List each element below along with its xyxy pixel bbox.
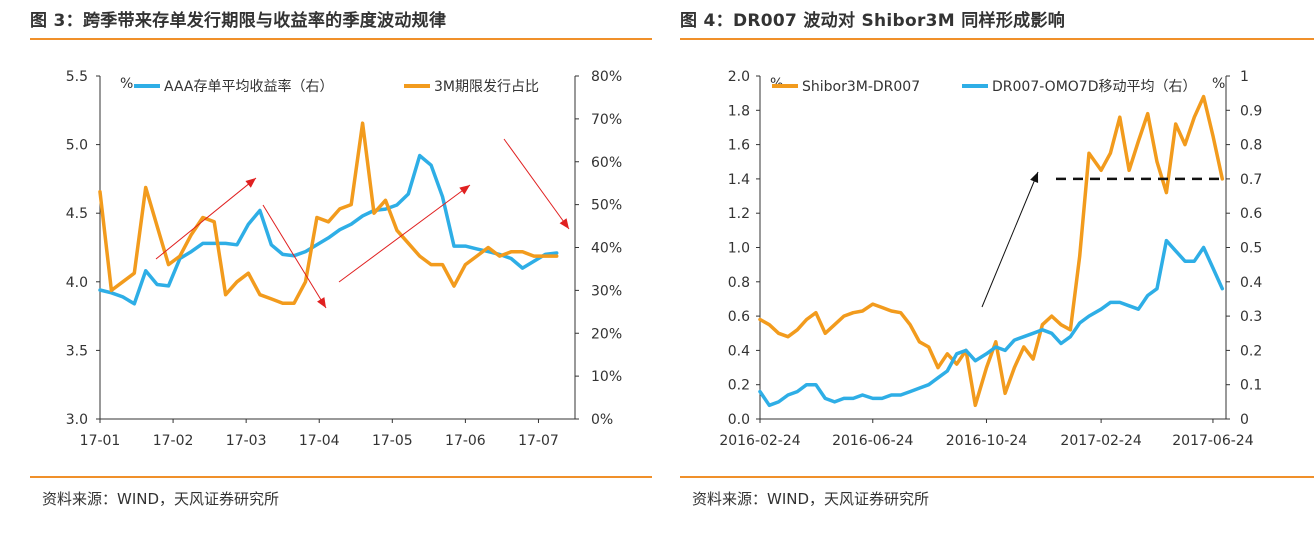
- x-tick-label: 2016-10-24: [946, 433, 1027, 449]
- left-tick-label: 4.0: [66, 275, 88, 291]
- left-tick-label: 0.6: [728, 309, 750, 325]
- annotation-arrow-black: [981, 171, 1039, 308]
- left-tick-label: 0.8: [728, 275, 750, 291]
- left-tick-label: 3.0: [66, 412, 88, 428]
- right-tick-label: 0.7: [1240, 172, 1262, 188]
- right-tick-label: 0.5: [1240, 241, 1262, 257]
- right-tick-label: 1: [1240, 69, 1249, 85]
- right-tick-label: 70%: [591, 112, 622, 128]
- annotation-arrow-3-head: [459, 185, 470, 195]
- annotation-arrow-black-head: [1030, 172, 1039, 183]
- left-tick-label: 4.5: [66, 206, 88, 222]
- left-figure-title: 图 3：跨季带来存单发行期限与收益率的季度波动规律: [30, 11, 447, 31]
- legend-label-1: Shibor3M-DR007: [802, 79, 920, 95]
- right-tick-label: 0.9: [1240, 103, 1262, 119]
- y2-unit-label: %: [1212, 76, 1225, 92]
- series-line-2: [758, 238, 1225, 408]
- left-tick-label: 0.0: [728, 412, 750, 428]
- x-tick-label: 17-07: [518, 433, 559, 449]
- x-tick-label: 2017-06-24: [1172, 433, 1253, 449]
- right-tick-label: 0.2: [1240, 343, 1262, 359]
- right-figure-panel: 图 4：DR007 波动对 Shibor3M 同样形成影响 0.0 0.2 0.4 0…: [680, 0, 1314, 538]
- annotation-arrow-1-head: [245, 178, 256, 188]
- left-tick-label: 1.0: [728, 241, 750, 257]
- x-tick-label: 17-03: [226, 433, 267, 449]
- x-tick-label: 17-06: [445, 433, 486, 449]
- right-tick-label: 30%: [591, 283, 622, 299]
- x-tick-label: 17-01: [80, 433, 121, 449]
- right-tick-label: 0.8: [1240, 138, 1262, 154]
- annotation-arrow-2: [262, 204, 327, 309]
- annotation-arrow-1: [155, 177, 257, 260]
- x-tick-label: 17-05: [372, 433, 413, 449]
- right-tick-label: 0.6: [1240, 206, 1262, 222]
- annotation-arrow-2-head: [317, 297, 326, 308]
- annotation-arrow-4: [503, 138, 570, 230]
- x-tick-label: 2016-06-24: [832, 433, 913, 449]
- y-unit-label: %: [120, 76, 133, 92]
- right-bottom-rule: [680, 476, 1314, 478]
- left-tick-label: 0.4: [728, 343, 750, 359]
- left-figure-panel: 图 3：跨季带来存单发行期限与收益率的季度波动规律 3.0 3.5 4.0 4.5 5.…: [30, 0, 652, 538]
- legend-label-2: 3M期限发行占比: [434, 79, 539, 95]
- right-tick-label: 0.1: [1240, 378, 1262, 394]
- right-source-note: 资料来源：WIND，天风证券研究所: [692, 490, 930, 508]
- x-tick-label: 17-04: [299, 433, 340, 449]
- series-line-2: [98, 121, 559, 305]
- left-tick-label: 1.8: [728, 103, 750, 119]
- series-line-1: [758, 94, 1225, 408]
- left-tick-label: 0.2: [728, 378, 750, 394]
- right-tick-label: 0%: [591, 412, 613, 428]
- annotation-arrow-3: [338, 184, 471, 283]
- right-line-chart: 0.0 0.2 0.4 0.6 0.8 1.0 1.2 1.4 1.6 1.8 2.0 0 0.1 0.2…: [719, 69, 1262, 449]
- right-tick-label: 60%: [591, 155, 622, 171]
- left-line-chart: 3.0 3.5 4.0 4.5 5.0 5.5 0% 10% 20% 30% 40% 50% 60% 70…: [66, 69, 622, 449]
- right-figure-title: 图 4：DR007 波动对 Shibor3M 同样形成影响: [680, 11, 1066, 31]
- right-tick-label: 80%: [591, 69, 622, 85]
- right-title-rule: [680, 38, 1314, 40]
- right-tick-label: 50%: [591, 198, 622, 214]
- left-title-rule: [30, 38, 652, 40]
- right-tick-label: 20%: [591, 326, 622, 342]
- left-tick-label: 3.5: [66, 343, 88, 359]
- legend-label-1: AAA存单平均收益率（右）: [164, 78, 334, 95]
- left-source-note: 资料来源：WIND，天风证券研究所: [42, 490, 280, 508]
- left-tick-label: 5.0: [66, 138, 88, 154]
- series-line-1: [98, 153, 559, 306]
- right-tick-label: 10%: [591, 369, 622, 385]
- x-tick-label: 17-02: [153, 433, 194, 449]
- right-tick-label: 40%: [591, 241, 622, 257]
- left-tick-label: 1.4: [728, 172, 750, 188]
- legend-label-2: DR007-OMO7D移动平均（右）: [992, 79, 1196, 95]
- x-tick-label: 2016-02-24: [719, 433, 800, 449]
- left-tick-label: 1.6: [728, 138, 750, 154]
- left-tick-label: 5.5: [66, 69, 88, 85]
- annotation-arrow-4-head: [559, 218, 569, 229]
- x-tick-label: 2017-02-24: [1060, 433, 1141, 449]
- right-tick-label: 0: [1240, 412, 1249, 428]
- left-bottom-rule: [30, 476, 652, 478]
- right-tick-label: 0.4: [1240, 275, 1262, 291]
- left-tick-label: 2.0: [728, 69, 750, 85]
- right-tick-label: 0.3: [1240, 309, 1262, 325]
- left-tick-label: 1.2: [728, 206, 750, 222]
